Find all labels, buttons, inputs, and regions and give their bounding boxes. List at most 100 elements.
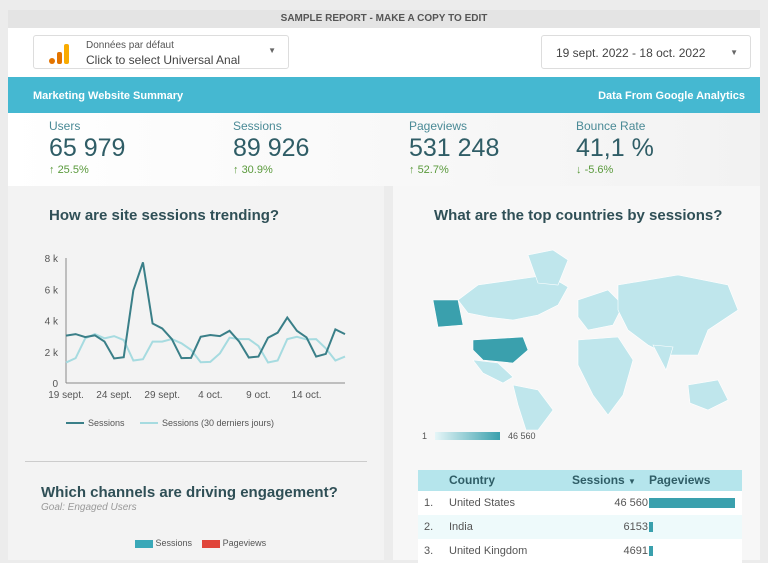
row-rank: 3. [424, 545, 434, 557]
legend-label: Sessions [155, 538, 193, 548]
kpi-value: 41,1 % [576, 134, 654, 162]
chevron-down-icon: ▼ [268, 46, 276, 55]
left-panel [8, 186, 384, 560]
y-tick-label: 6 k [45, 285, 59, 296]
map-alaska [432, 299, 464, 328]
kpi-delta-value: 52.7% [417, 164, 449, 176]
sample-report-banner: SAMPLE REPORT - MAKE A COPY TO EDIT [8, 10, 760, 28]
kpi-delta-value: -5.6% [584, 164, 614, 176]
map-india [652, 344, 674, 371]
map-south-america [512, 384, 554, 430]
kpi-delta: ↑ 30.9% [233, 164, 309, 176]
world-map[interactable] [418, 245, 743, 430]
legend-label: Sessions (30 derniers jours) [162, 418, 274, 428]
kpi-scorecards: Users 65 979 ↑ 25.5% Sessions 89 926 ↑ 30.9%… [8, 113, 760, 186]
pageviews-bar [649, 522, 653, 532]
kpi-delta: ↑ 25.5% [49, 164, 125, 176]
map-color-scale: 1 46 560 [422, 431, 536, 441]
table-row[interactable]: 2. India 6153 [418, 515, 742, 539]
data-source-selector[interactable]: Données par défaut Click to select Unive… [33, 35, 289, 69]
kpi-label: Users [49, 119, 81, 133]
x-tick-label: 29 sept. [144, 390, 180, 401]
channels-chart-title: Which channels are driving engagement? [41, 484, 338, 501]
data-source-note: Data From Google Analytics [598, 90, 745, 102]
row-country: India [449, 521, 473, 533]
map-europe [577, 289, 624, 331]
y-tick-label: 8 k [45, 254, 59, 265]
channels-subtitle: Goal: Engaged Users [41, 502, 137, 513]
table-row[interactable]: 1. United States 46 560 [418, 491, 742, 515]
x-tick-label: 14 oct. [292, 390, 322, 401]
column-header-label: Sessions [572, 473, 625, 487]
date-range-picker[interactable]: 19 sept. 2022 - 18 oct. 2022 ▼ [541, 35, 751, 69]
kpi-pageviews: Pageviews 531 248 ↑ 52.7% [409, 119, 499, 176]
scale-min: 1 [422, 431, 428, 441]
arrow-up-icon: ↑ [409, 164, 418, 176]
legend-label: Pageviews [222, 538, 267, 548]
row-sessions: 6153 [623, 521, 648, 533]
row-country: United States [449, 497, 516, 509]
countries-title: What are the top countries by sessions? [434, 207, 723, 224]
y-tick-label: 4 k [45, 317, 59, 328]
row-sessions: 4691 [623, 545, 648, 557]
pageviews-bar [649, 546, 653, 556]
kpi-label: Pageviews [409, 119, 468, 133]
sessions-trend-chart: 0 2 k 4 k 6 k 8 k 19 sept. 24 sept. 29 sept. 4 o… [45, 254, 346, 428]
map-russia-asia [617, 274, 739, 356]
chevron-down-icon: ▼ [730, 48, 738, 57]
kpi-value: 531 248 [409, 134, 500, 162]
map-canada [457, 274, 569, 321]
series-line-sessions-30-days [65, 333, 346, 364]
date-range-value: 19 sept. 2022 - 18 oct. 2022 [556, 46, 706, 60]
report-title: Marketing Website Summary [33, 90, 184, 102]
channels-legend: Sessions Pageviews [135, 538, 266, 548]
kpi-delta: ↓ -5.6% [576, 164, 654, 176]
legend-label: Sessions [88, 418, 125, 428]
map-greenland [527, 249, 569, 286]
kpi-label: Bounce Rate [576, 119, 646, 133]
x-tick-label: 24 sept. [96, 390, 132, 401]
analytics-icon [49, 44, 69, 64]
scale-max: 46 560 [508, 431, 536, 441]
kpi-value: 89 926 [233, 134, 310, 162]
map-africa [577, 336, 634, 416]
trend-chart-title: How are site sessions trending? [49, 207, 280, 224]
kpi-value: 65 979 [49, 134, 126, 162]
kpi-sessions: Sessions 89 926 ↑ 30.9% [233, 119, 309, 176]
kpi-delta-value: 30.9% [241, 164, 273, 176]
x-tick-label: 19 sept. [48, 390, 84, 401]
data-source-label: Données par défaut [86, 40, 174, 51]
row-country: United Kingdom [449, 545, 528, 557]
legend-item-pageviews: Pageviews [202, 538, 266, 548]
title-bar: Marketing Website Summary Data From Goog… [8, 77, 760, 113]
kpi-delta: ↑ 52.7% [409, 164, 499, 176]
data-source-value: Click to select Universal Anal [86, 53, 241, 67]
row-rank: 2. [424, 521, 434, 533]
series-line-sessions [65, 262, 346, 360]
arrow-down-icon: ↓ [576, 164, 585, 176]
kpi-delta-value: 25.5% [57, 164, 89, 176]
column-header-pageviews[interactable]: Pageviews [649, 473, 711, 487]
arrow-up-icon: ↑ [49, 164, 58, 176]
table-row[interactable]: 3. United Kingdom 4691 [418, 539, 742, 563]
column-header-sessions[interactable]: Sessions ▼ [572, 470, 636, 492]
report-header: Données par défaut Click to select Unive… [8, 28, 760, 77]
x-tick-label: 4 oct. [198, 390, 222, 401]
map-mexico [472, 359, 514, 384]
map-australia [687, 379, 729, 411]
kpi-users: Users 65 979 ↑ 25.5% [49, 119, 125, 176]
kpi-label: Sessions [233, 119, 282, 133]
x-tick-label: 9 oct. [246, 390, 270, 401]
map-united-states [472, 336, 529, 364]
scale-gradient [435, 432, 501, 440]
sort-desc-icon: ▼ [628, 477, 636, 486]
y-tick-label: 0 [52, 379, 58, 390]
kpi-bounce-rate: Bounce Rate 41,1 % ↓ -5.6% [576, 119, 654, 176]
row-rank: 1. [424, 497, 434, 509]
column-header-country[interactable]: Country [449, 473, 495, 487]
pageviews-bar [649, 498, 735, 508]
y-tick-label: 2 k [45, 348, 59, 359]
divider [25, 461, 367, 462]
legend-item-sessions: Sessions [135, 538, 192, 548]
row-sessions: 46 560 [614, 497, 648, 509]
